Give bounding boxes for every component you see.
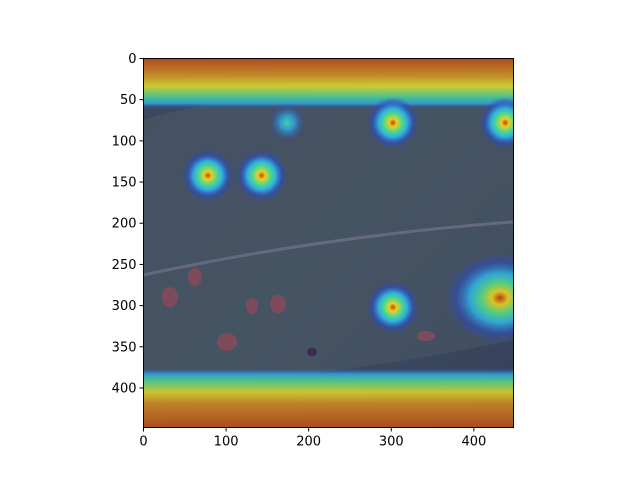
lesion-spot xyxy=(246,298,258,314)
x-tick-label: 300 xyxy=(379,435,404,450)
heat-hotspot xyxy=(181,149,234,202)
x-axis: 0 100 200 300 400 xyxy=(139,427,486,450)
x-tick-label: 200 xyxy=(296,435,321,450)
heat-hotspot xyxy=(479,96,514,149)
leaf-midrib xyxy=(143,220,514,277)
heat-band-top xyxy=(143,58,514,109)
heat-region-right xyxy=(445,253,514,343)
x-tick-label: 0 xyxy=(139,435,147,450)
lesion-spot xyxy=(307,348,317,356)
y-tick-label: 400 xyxy=(112,381,137,396)
y-tick-label: 0 xyxy=(128,52,136,67)
heat-hotspot xyxy=(366,96,419,149)
heat-hotspot xyxy=(235,149,288,202)
y-tick-label: 300 xyxy=(112,299,137,314)
heatmap-plot-area xyxy=(143,58,514,428)
y-tick-label: 200 xyxy=(112,217,137,232)
x-tick-label: 100 xyxy=(214,435,239,450)
heat-hotspot xyxy=(269,104,306,141)
lesion-spot xyxy=(162,287,178,307)
plot-frame xyxy=(143,58,514,428)
y-tick-label: 150 xyxy=(112,176,137,191)
y-tick-label: 250 xyxy=(112,258,137,273)
y-tick-label: 100 xyxy=(112,134,137,149)
y-axis: 0 50 100 150 200 250 300 350 400 xyxy=(112,52,144,396)
y-tick-label: 50 xyxy=(120,93,137,108)
lesion-spots xyxy=(162,268,435,356)
x-tick-label: 400 xyxy=(461,435,486,450)
heat-band-bottom xyxy=(143,368,514,428)
lesion-spot xyxy=(270,295,286,313)
hotspot-layer xyxy=(181,96,514,334)
y-tick-label: 350 xyxy=(112,340,137,355)
heat-hotspot xyxy=(366,281,419,334)
lesion-spot xyxy=(188,268,202,286)
leaf-shape xyxy=(143,87,513,385)
lesion-spot xyxy=(417,331,435,341)
lesion-spot xyxy=(217,333,237,351)
